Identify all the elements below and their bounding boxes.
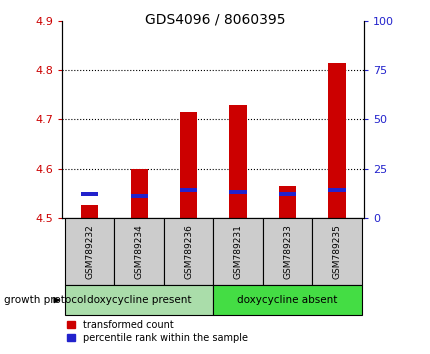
Bar: [65, 285, 213, 315]
Bar: [130, 169, 147, 218]
Bar: [229, 105, 246, 218]
Bar: [278, 192, 295, 196]
Bar: [328, 188, 345, 192]
Text: growth protocol: growth protocol: [4, 295, 86, 305]
Bar: [180, 112, 197, 218]
Bar: [213, 218, 262, 285]
Bar: [278, 186, 295, 218]
Text: GSM789236: GSM789236: [184, 224, 193, 279]
Text: GSM789235: GSM789235: [332, 224, 341, 279]
Bar: [229, 190, 246, 194]
Bar: [114, 218, 163, 285]
Text: GSM789232: GSM789232: [85, 224, 94, 279]
Bar: [130, 194, 147, 198]
Text: GSM789231: GSM789231: [233, 224, 242, 279]
Bar: [163, 218, 213, 285]
Text: GDS4096 / 8060395: GDS4096 / 8060395: [145, 12, 285, 27]
Text: GSM789234: GSM789234: [134, 224, 143, 279]
Text: GSM789233: GSM789233: [283, 224, 292, 279]
Text: doxycycline absent: doxycycline absent: [237, 295, 337, 305]
Bar: [81, 205, 98, 218]
Bar: [312, 218, 361, 285]
Legend: transformed count, percentile rank within the sample: transformed count, percentile rank withi…: [67, 320, 247, 343]
Text: doxycycline present: doxycycline present: [87, 295, 191, 305]
Bar: [65, 218, 114, 285]
Bar: [180, 188, 197, 192]
Bar: [81, 192, 98, 196]
Bar: [262, 218, 312, 285]
Bar: [328, 63, 345, 218]
Bar: [213, 285, 361, 315]
